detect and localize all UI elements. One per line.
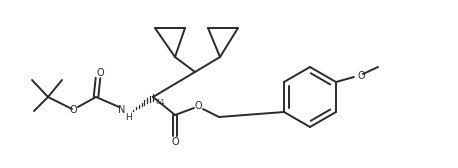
- Text: O: O: [194, 101, 202, 111]
- Text: O: O: [358, 71, 365, 81]
- Text: O: O: [96, 68, 104, 78]
- Text: N: N: [118, 105, 125, 115]
- Text: H: H: [125, 113, 131, 121]
- Text: O: O: [69, 105, 77, 115]
- Text: O: O: [171, 137, 179, 147]
- Text: &1: &1: [155, 99, 165, 105]
